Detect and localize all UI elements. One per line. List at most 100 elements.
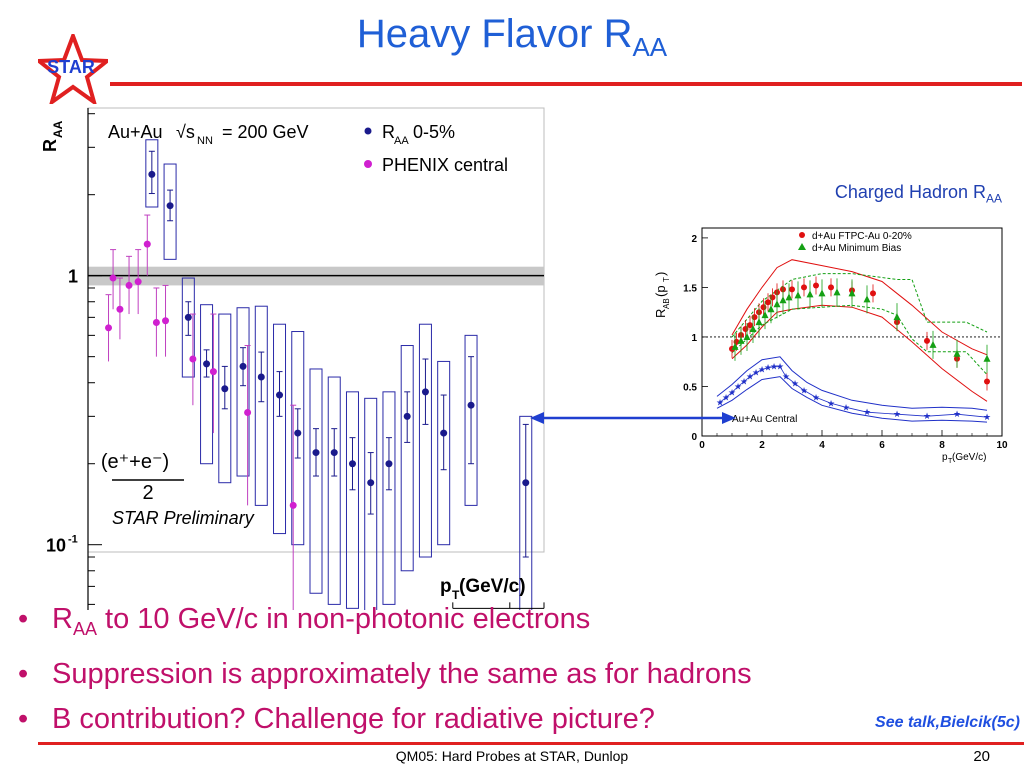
bullet-text: B contribution? Challenge for radiative … [52,702,655,735]
inset-mb-point [833,288,841,296]
slide-title-sub: AA [632,32,668,62]
slide-title-main: Heavy Flavor R [356,12,633,56]
raa-sys-box [464,334,478,506]
inset-auau-point: ★ [734,381,742,391]
inset-ftpc-point [765,299,771,306]
annotation-system: Au+Au [108,122,163,142]
inset-title: Charged Hadron RAA [712,182,1002,206]
bottom-rule [38,742,1024,745]
inset-auau-point: ★ [716,397,724,407]
legend-raa-label: R [382,122,395,142]
data-points-group [105,170,530,509]
raa-point [421,388,429,396]
inset-band-lower [716,376,988,423]
raa-point [440,429,448,437]
annotation-energy: = 200 GeV [222,122,309,142]
inset-y-tick-label: 0 [691,432,697,443]
inset-auau-point: ★ [752,368,760,378]
inset-legend: d+Au FTPC-Au 0-20% d+Au Minimum Bias Au+… [732,231,912,425]
raa-sys-box [327,376,341,605]
unity-band-group [88,266,544,286]
annotation-sqrt-sub: NN [197,135,213,147]
inset-auau-point: ★ [812,392,820,402]
raa-sys-box [309,368,323,594]
inset-legend-auau: Au+Au Central [732,414,797,425]
raa-sys-box [519,415,533,610]
inset-x-tick-label: 10 [996,440,1008,451]
inset-mb-point [767,305,775,313]
inset-mb-point [743,332,751,340]
phenix-point [125,281,133,289]
raa-sys-box [364,397,378,610]
raa-sys-box [200,304,214,465]
top-rule [110,82,1022,86]
inset-x-tick-label: 2 [759,440,765,451]
raa-point [276,391,284,399]
inset-ftpc-point [813,282,819,289]
inset-auau-point: ★ [893,409,901,419]
phenix-point [244,409,252,417]
inset-mb-point [806,290,814,298]
phenix-point [189,355,197,363]
raa-sys-box [418,323,432,558]
fraction-annotation: (e⁺+e⁻) 2 [101,451,184,504]
raa-point [294,429,302,437]
inset-auau-point: ★ [983,412,991,422]
inset-ftpc-point [747,322,753,329]
inset-legend-mb: d+Au Minimum Bias [812,243,901,254]
inset-axes-group: 0 2 4 6 8 10 0 0.5 1 1.5 2 [683,234,1008,451]
raa-sys-box [437,360,451,546]
inset-auau-line [719,366,988,418]
bullet-list: • RAA to 10 GeV/c in non-photonic electro… [10,602,830,747]
inset-ylabel-post: (p [653,285,668,297]
main-y-tick-label: 10 [46,536,66,556]
inset-ftpc-point [789,286,795,293]
star-logo-text: STAR [47,57,95,77]
inset-auau-point: ★ [791,379,799,389]
inset-mb-point [773,300,781,308]
inset-ftpc-point [801,284,807,291]
inset-auau-point: ★ [863,407,871,417]
inset-band-upper [716,356,988,411]
inset-xlabel-unit: (GeV/c) [952,452,986,463]
raa-point [403,412,411,420]
inset-x-tick-label: 6 [879,440,885,451]
fraction-denominator: 2 [142,482,153,504]
inset-auau-point: ★ [782,372,790,382]
bullet-text: Suppression is approximately the same as… [52,657,752,690]
legend-raa-post: 0-5% [413,122,455,142]
inset-legend-marker-ftpc [799,232,805,238]
inset-ftpc-point [924,337,930,344]
inset-auau-point: ★ [800,385,808,395]
inset-ftpc-point [769,294,776,301]
bullet-item: • RAA to 10 GeV/c in non-photonic electro… [10,602,830,646]
main-xlabel-sub: T [452,588,460,602]
inset-mb-point [731,342,739,350]
page-number: 20 [973,748,990,765]
star-logo: STAR [38,34,108,104]
main-legend: Au+Au √s NN = 200 GeV R AA 0-5% PHENIX c… [108,122,508,175]
raa-point [522,479,530,487]
inset-title-main: Charged Hadron R [834,182,986,202]
phenix-point [134,278,142,286]
main-xlabel: p [440,576,452,597]
main-y-tick-label: 1 [68,267,78,287]
inset-mb-point [818,289,826,297]
inset-auau-point: ★ [923,411,931,421]
inset-auau-point: ★ [722,392,730,402]
star-logo-icon [38,34,108,104]
inset-mb-point [779,296,787,304]
inset-title-sub: AA [985,191,1002,206]
inset-ylabel-sub: AB [662,298,671,309]
inset-mb-point [848,289,856,297]
raa-sys-box [345,391,359,609]
raa-sys-box [163,163,177,260]
inset-x-tick-label: 8 [939,440,945,451]
inset-x-tick-label: 0 [699,440,705,451]
raa-sys-box [145,139,159,208]
inset-y-tick-label: 1.5 [683,283,697,294]
raa-sys-box [400,345,414,572]
phenix-point [109,274,117,282]
legend-marker-phenix [364,160,372,168]
bullet-dot-icon: • [18,657,29,690]
